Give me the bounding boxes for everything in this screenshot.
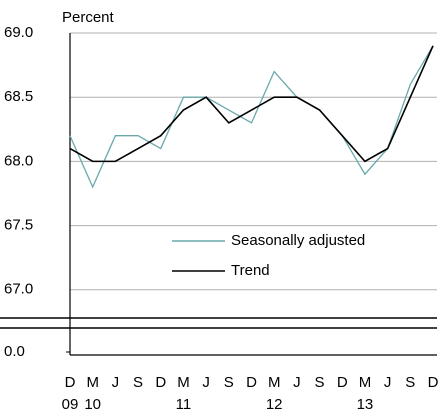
y-tick-label: 68.5 — [4, 88, 33, 105]
x-tick-label: M — [359, 374, 372, 391]
x-tick-label: S — [133, 374, 143, 391]
y-axis-label: Percent — [62, 9, 115, 26]
x-tick-label: S — [315, 374, 325, 391]
x-tick-label: J — [202, 374, 210, 391]
x-tick-label: M — [177, 374, 190, 391]
x-tick-label: J — [384, 374, 392, 391]
y-tick-label: 67.0 — [4, 281, 33, 298]
x-tick-label: J — [293, 374, 301, 391]
series-line — [69, 45, 434, 163]
y-tick-label: 69.0 — [4, 24, 33, 41]
year-label: 12 — [266, 396, 283, 413]
x-tick-label: D — [155, 374, 166, 391]
year-label: 11 — [176, 396, 192, 413]
x-tick-label: D — [246, 374, 257, 391]
legend-label: Seasonally adjusted — [231, 232, 365, 249]
x-tick-label: M — [86, 374, 99, 391]
x-tick-label: S — [405, 374, 415, 391]
x-tick-label: D — [428, 374, 439, 391]
year-label: 09 — [62, 396, 79, 413]
legend-label: Trend — [231, 262, 270, 279]
series-line — [69, 45, 434, 189]
year-label: 13 — [357, 396, 374, 413]
x-tick-label: S — [224, 374, 234, 391]
x-tick-label: M — [268, 374, 281, 391]
x-tick-label: D — [337, 374, 348, 391]
year-label: 10 — [84, 396, 101, 413]
y-tick-label: 0.0 — [4, 343, 25, 360]
x-tick-label: D — [65, 374, 76, 391]
y-tick-label: 68.0 — [4, 152, 33, 169]
y-tick-label: 67.5 — [4, 217, 33, 234]
x-tick-label: J — [112, 374, 120, 391]
